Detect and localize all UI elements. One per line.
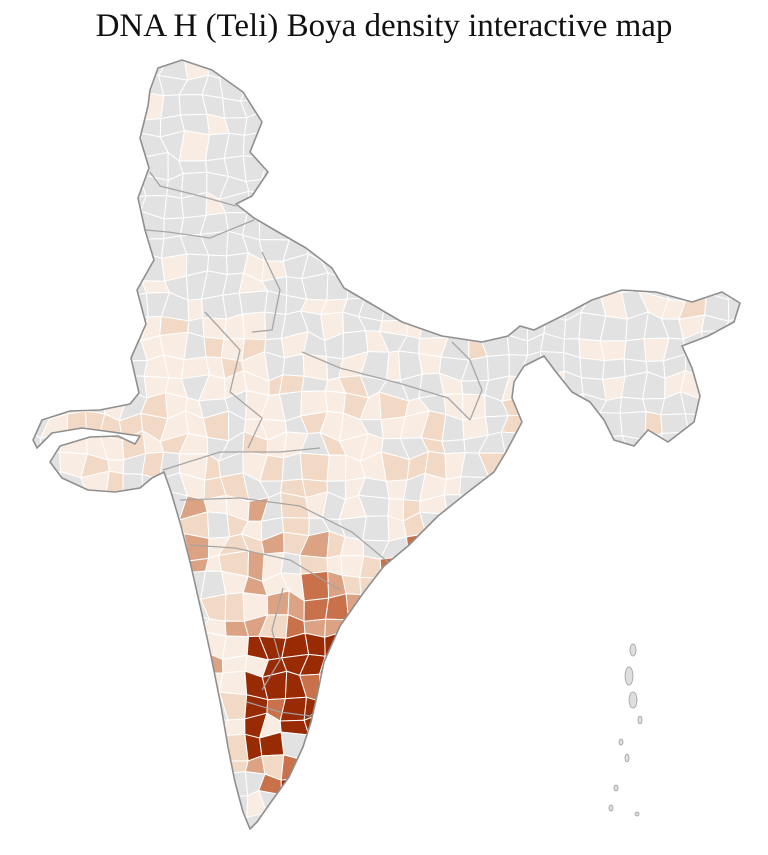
district-cell[interactable] [341,617,367,639]
district-cell[interactable] [202,317,227,340]
district-cell[interactable] [280,551,302,575]
district-cell[interactable] [623,338,647,362]
state-border [145,219,255,239]
district-cell[interactable] [224,592,245,622]
state-border [149,171,237,207]
district-cell[interactable] [246,190,270,219]
district-cell[interactable] [187,298,204,322]
district-cell[interactable] [300,570,330,602]
district-cell[interactable] [443,476,462,496]
district-cell[interactable] [303,597,330,622]
district-cell[interactable] [240,73,270,102]
state-border [261,587,284,691]
district-cell[interactable] [460,379,489,396]
district-cell[interactable] [441,439,466,455]
district-cell[interactable] [42,471,62,498]
district-cell[interactable] [206,511,230,540]
district-cell[interactable] [163,195,185,220]
district-cell[interactable] [488,476,508,500]
island[interactable] [624,753,630,763]
district-cell[interactable] [443,494,468,515]
district-cell[interactable] [183,331,207,361]
district-cell[interactable] [281,452,303,482]
island[interactable] [608,804,614,812]
district-cell[interactable] [118,210,144,240]
state-border [451,341,483,421]
district-cell[interactable] [178,130,210,162]
district-cell[interactable] [326,454,347,482]
district-cell[interactable] [242,311,267,341]
district-cell[interactable] [266,590,290,616]
district-cell[interactable] [160,94,181,120]
district-cell[interactable] [178,160,208,175]
district-cell[interactable] [201,294,227,320]
district-cell[interactable] [304,632,326,657]
state-border [179,497,389,563]
district-cell[interactable] [120,292,149,318]
district-cell[interactable] [579,357,605,380]
district-cell[interactable] [283,215,307,241]
india-outline [32,59,741,830]
district-cell[interactable] [138,91,165,121]
page-title: DNA H (Teli) Boya density interactive ma… [95,8,673,44]
island[interactable] [618,738,624,746]
island[interactable] [628,691,638,709]
district-cell[interactable] [541,370,565,400]
district-cell[interactable] [419,511,450,537]
district-cell[interactable] [684,413,710,435]
island[interactable] [629,643,637,657]
district-cell[interactable] [183,532,210,562]
andaman-nicobar-islands[interactable] [608,643,643,817]
district-cell[interactable] [218,670,248,696]
district-cell[interactable] [205,52,224,79]
district-cell[interactable] [198,672,224,693]
district-cell[interactable] [324,390,346,414]
state-border [204,311,263,449]
district-cell[interactable] [418,352,442,375]
district-cell[interactable] [219,733,249,762]
island[interactable] [624,666,634,686]
district-cell[interactable] [345,593,367,621]
district-cell[interactable] [247,550,265,582]
district-cell[interactable] [299,452,330,482]
district-cell[interactable] [728,290,748,322]
district-cell[interactable] [602,358,626,380]
district-cell[interactable] [362,515,390,542]
district-cell[interactable] [500,431,526,461]
district-cell[interactable] [120,374,148,399]
island[interactable] [634,811,640,817]
state-border [189,544,341,591]
state-border [162,447,321,471]
island[interactable] [637,715,643,725]
district-cell[interactable] [203,336,225,359]
island[interactable] [613,784,619,792]
district-cell[interactable] [419,317,450,339]
district-cell[interactable] [325,593,350,621]
district-cell[interactable] [280,777,307,796]
state-border [251,251,281,333]
district-cell[interactable] [238,290,268,315]
district-cell[interactable] [123,132,142,159]
district-cell[interactable] [106,470,124,502]
district-cell[interactable] [599,340,627,362]
district-cell[interactable] [701,330,728,358]
district-cell[interactable] [658,431,690,460]
state-border [301,351,471,421]
district-cell[interactable] [141,473,169,497]
district-cell[interactable] [282,353,305,377]
